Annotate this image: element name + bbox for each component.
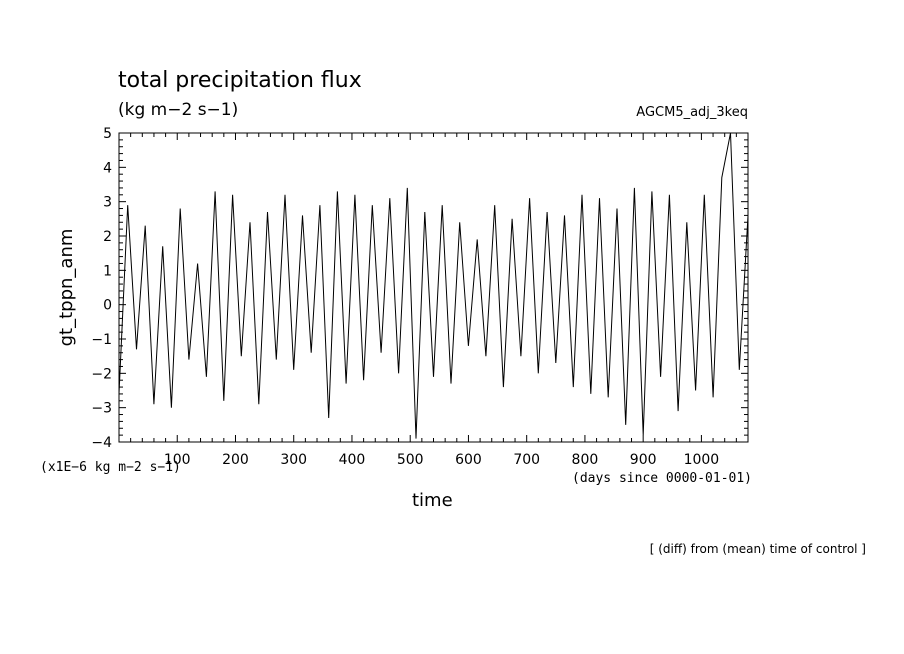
- x-tick-label: 900: [630, 452, 657, 468]
- x-tick-label: 1000: [684, 452, 720, 468]
- y-tick-label: −4: [91, 435, 112, 451]
- footnote: [ (diff) from (mean) time of control ]: [649, 542, 866, 556]
- run-name: AGCM5_adj_3keq: [636, 105, 748, 120]
- x-tick-label: 100: [164, 452, 191, 468]
- chart-title: total precipitation flux: [118, 68, 362, 93]
- x-tick-label: 200: [222, 452, 249, 468]
- y-tick-label: −1: [91, 332, 112, 348]
- x-axis-unit: (days since 0000-01-01): [572, 471, 753, 486]
- unit-scale-note: (x1E−6 kg m−2 s−1): [40, 460, 181, 475]
- x-tick-label: 500: [397, 452, 424, 468]
- y-tick-label: 4: [103, 160, 112, 176]
- y-tick-label: 0: [103, 298, 112, 314]
- series-line: [118, 132, 749, 439]
- x-tick-label: 600: [455, 452, 482, 468]
- y-tick-label: 3: [103, 195, 112, 211]
- x-tick-label: 700: [513, 452, 540, 468]
- y-tick-label: −2: [91, 366, 112, 382]
- x-tick-label: 400: [339, 452, 366, 468]
- y-tick-label: 5: [103, 126, 112, 142]
- y-tick-label: 1: [103, 263, 112, 279]
- x-tick-label: 800: [572, 452, 599, 468]
- plot-frame: [118, 132, 749, 443]
- y-tick-label: −3: [91, 401, 112, 417]
- x-tick-label: 300: [280, 452, 307, 468]
- y-tick-label: 2: [103, 229, 112, 245]
- y-axis-label: gt_tppn_anm: [56, 229, 77, 347]
- chart-subtitle: (kg m−2 s−1): [118, 100, 239, 120]
- x-axis-label: time: [412, 490, 453, 511]
